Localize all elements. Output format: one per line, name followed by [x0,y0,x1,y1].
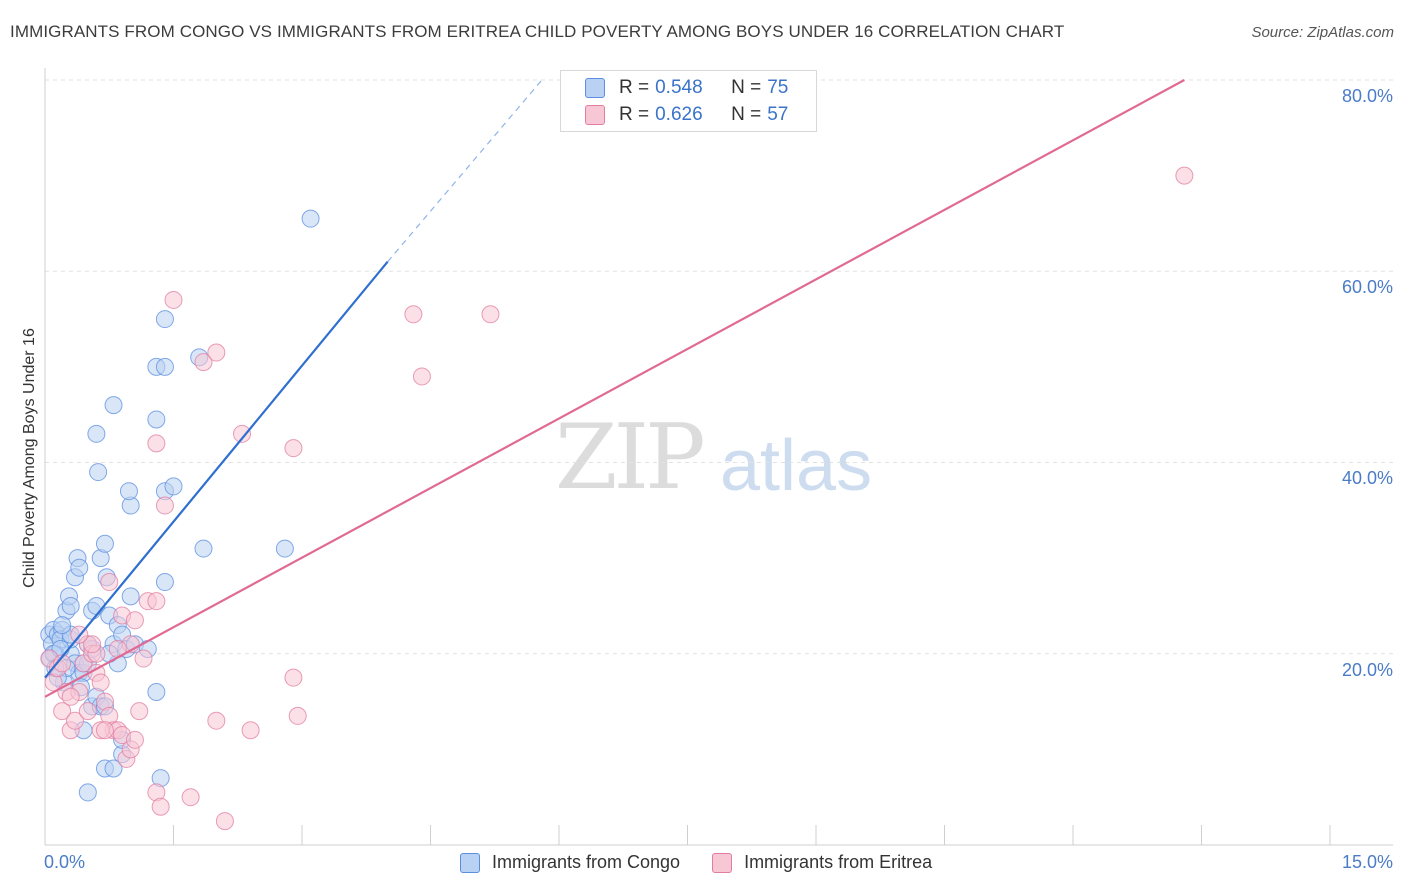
congo-point-10 [61,596,80,615]
eritrea-point-27 [125,611,144,630]
eritrea-point-51 [1175,166,1194,185]
stats-row-congo: R = 0.548 N = 75 [585,77,788,99]
eritrea-point-20 [125,730,144,749]
eritrea-point-45 [164,290,183,309]
eritrea-point-28 [100,573,119,592]
congo-point-57 [194,539,213,558]
congo-r-value: 0.548 [655,77,703,98]
congo-point-52 [155,357,174,376]
eritrea-point-22 [134,649,153,668]
eritrea-point-39 [284,668,303,687]
eritrea-point-46 [194,353,213,372]
legend-congo-label: Immigrants from Congo [492,852,681,872]
legend-item-eritrea[interactable]: Immigrants from Eritrea [712,852,932,873]
chart-title: IMMIGRANTS FROM CONGO VS IMMIGRANTS FROM… [10,22,1065,41]
congo-point-46 [119,482,138,501]
stats-row-eritrea: R = 0.626 N = 57 [585,104,788,126]
congo-point-51 [155,310,174,329]
congo-point-23 [95,534,114,553]
congo-point-36 [104,759,123,778]
congo-r-label: R = [619,77,650,98]
eritrea-n-label: N = [731,104,762,125]
eritrea-r-value: 0.626 [655,104,703,125]
eritrea-point-24 [147,592,166,611]
legend-eritrea-label: Immigrants from Eritrea [744,852,933,872]
y-tick-label-40: 40.0% [1341,468,1393,488]
congo-swatch-icon [585,78,605,98]
congo-point-13 [70,558,89,577]
congo-point-69 [53,616,72,635]
eritrea-point-21 [130,702,149,721]
eritrea-n-value: 57 [767,104,789,125]
source-label: Source: ZipAtlas.com [1251,24,1394,41]
eritrea-point-3 [53,702,72,721]
congo-point-48 [164,477,183,496]
eritrea-point-53 [78,702,97,721]
eritrea-point-48 [404,305,423,324]
x-tick-label-max: 15.0% [1341,852,1393,872]
congo-point-54 [104,396,123,415]
congo-trend-extension [387,79,543,263]
congo-n-value: 75 [767,77,789,98]
congo-n-label: N = [731,77,762,98]
eritrea-point-36 [215,812,234,831]
eritrea-point-52 [61,687,80,706]
congo-trend-line [44,260,389,679]
congo-point-38 [78,783,97,802]
congo-point-59 [301,209,320,228]
legend-congo-swatch-icon [460,852,480,873]
stats-legend: R = 0.548 N = 75 R = 0.626 N = 57 [560,70,817,132]
chart-legend: Immigrants from Congo Immigrants from Er… [460,852,964,873]
legend-eritrea-swatch-icon [712,852,733,873]
legend-item-congo[interactable]: Immigrants from Congo [460,852,680,873]
y-tick-label-60: 60.0% [1341,277,1393,297]
x-tick-label-min: 0.0% [44,852,86,872]
eritrea-point-49 [481,305,500,324]
eritrea-point-54 [53,654,72,673]
eritrea-r-label: R = [619,104,650,125]
y-axis-label: Child Poverty Among Boys Under 16 [21,328,38,588]
congo-point-40 [121,587,140,606]
eritrea-point-43 [147,434,166,453]
eritrea-point-30 [83,635,102,654]
y-tick-label-80: 80.0% [1341,86,1393,106]
eritrea-point-41 [233,424,252,443]
eritrea-trend-line [44,79,1185,698]
eritrea-point-37 [207,711,226,730]
eritrea-point-6 [65,711,84,730]
eritrea-point-32 [95,721,114,740]
congo-point-43 [147,683,166,701]
y-tick-label-20: 20.0% [1341,660,1393,680]
eritrea-point-34 [151,797,170,816]
congo-point-58 [275,539,294,558]
congo-point-49 [147,410,166,429]
watermark-atlas: atlas [720,426,873,506]
congo-point-53 [87,424,106,443]
eritrea-point-47 [207,343,226,362]
eritrea-point-12 [91,673,110,692]
eritrea-point-35 [181,788,200,807]
congo-point-44 [155,573,174,592]
eritrea-point-44 [155,496,174,515]
eritrea-point-42 [284,439,303,458]
eritrea-point-40 [288,706,307,725]
eritrea-point-50 [412,367,431,386]
eritrea-point-38 [241,721,260,740]
eritrea-swatch-icon [585,105,605,125]
congo-point-55 [89,463,108,482]
watermark-zip: ZIP [555,405,706,510]
